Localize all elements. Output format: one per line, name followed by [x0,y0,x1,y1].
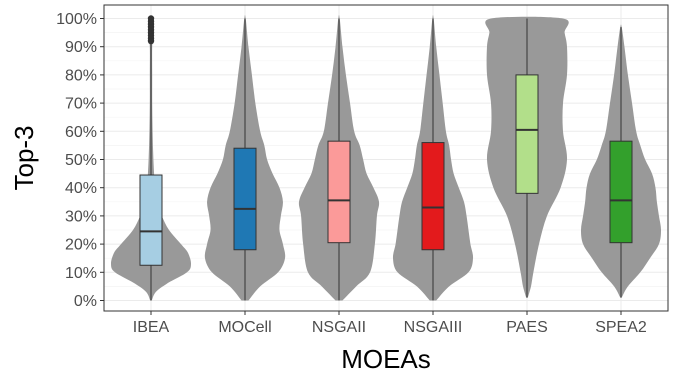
y-tick-label: 40% [65,180,97,197]
y-tick-label: 100% [56,11,97,28]
box-nsgaiii [421,142,445,251]
y-axis: 0% 10% 20% 30% 40% 50% 60% 70% 80% 90% 100% [56,11,104,310]
x-tick-label: PAES [506,319,548,336]
violin-layer [110,14,661,301]
x-tick-label: MOCell [218,319,271,336]
y-tick-label: 50% [65,152,97,169]
x-axis: IBEA MOCell NSGAII NSGAIII PAES SPEA2 [133,311,647,336]
x-tick-label: NSGAII [312,319,366,336]
y-tick-label: 10% [65,265,97,282]
box-ibea [139,174,163,266]
outlier-point [147,15,155,22]
box-mocell [233,147,257,251]
y-tick-label: 60% [65,124,97,141]
y-tick-label: 90% [65,39,97,56]
box-layer [139,15,633,301]
x-tick-label: NSGAIII [404,319,463,336]
y-tick-label: 80% [65,67,97,84]
box-spea2 [609,140,633,244]
x-tick-label: IBEA [133,319,170,336]
y-tick-label: 0% [74,293,97,310]
x-axis-title: MOEAs [341,344,431,374]
y-tick-label: 20% [65,237,97,254]
box-paes [515,74,539,194]
box-nsgaii [327,140,351,244]
panel-border [103,4,669,312]
x-tick-label: SPEA2 [595,319,647,336]
y-tick-label: 70% [65,96,97,113]
y-tick-label: 30% [65,208,97,225]
y-axis-title: Top-3 [9,125,39,190]
